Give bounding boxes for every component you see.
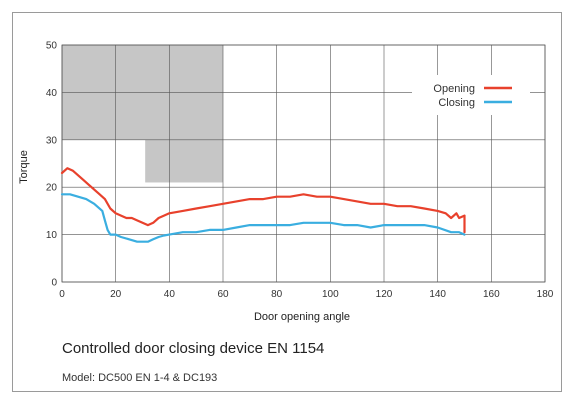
- y-axis-label: Torque: [18, 150, 30, 184]
- legend: Opening Closing: [412, 75, 530, 115]
- legend-label-opening: Opening: [433, 83, 475, 95]
- data-series: [60, 167, 466, 243]
- x-tick-label: 80: [271, 289, 283, 300]
- x-tick-label: 160: [483, 289, 500, 300]
- x-tick-label: 120: [376, 289, 393, 300]
- legend-label-closing: Closing: [438, 97, 475, 109]
- x-tick-label: 0: [59, 289, 65, 300]
- x-tick-label: 140: [429, 289, 446, 300]
- x-tick-label: 180: [537, 289, 554, 300]
- y-tick-label: 40: [46, 88, 58, 99]
- shaded-regions: [62, 45, 223, 183]
- x-axis-label: Door opening angle: [254, 311, 350, 323]
- y-tick-label: 10: [46, 230, 58, 241]
- chart-caption-subtitle: Model: DC500 EN 1-4 & DC193: [62, 372, 218, 384]
- x-tick-label: 60: [217, 289, 229, 300]
- series-line-opening: [60, 167, 466, 234]
- x-tick-label: 40: [164, 289, 176, 300]
- x-tick-label: 100: [322, 289, 339, 300]
- y-tick-label: 20: [46, 183, 58, 194]
- legend-background: [412, 75, 530, 115]
- x-tick-label: 20: [110, 289, 122, 300]
- series-line-closing: [60, 193, 466, 243]
- plot-border: [61, 44, 546, 283]
- y-tick-label: 0: [51, 278, 57, 289]
- chart-caption-title: Controlled door closing device EN 1154: [62, 340, 325, 357]
- y-tick-label: 30: [46, 135, 58, 146]
- tick-labels: 0 20 40 60 80 100 120 140 160 180 0 10 20 30 40 50: [46, 41, 554, 301]
- y-tick-label: 50: [46, 41, 58, 52]
- shaded-region-1: [145, 139, 223, 183]
